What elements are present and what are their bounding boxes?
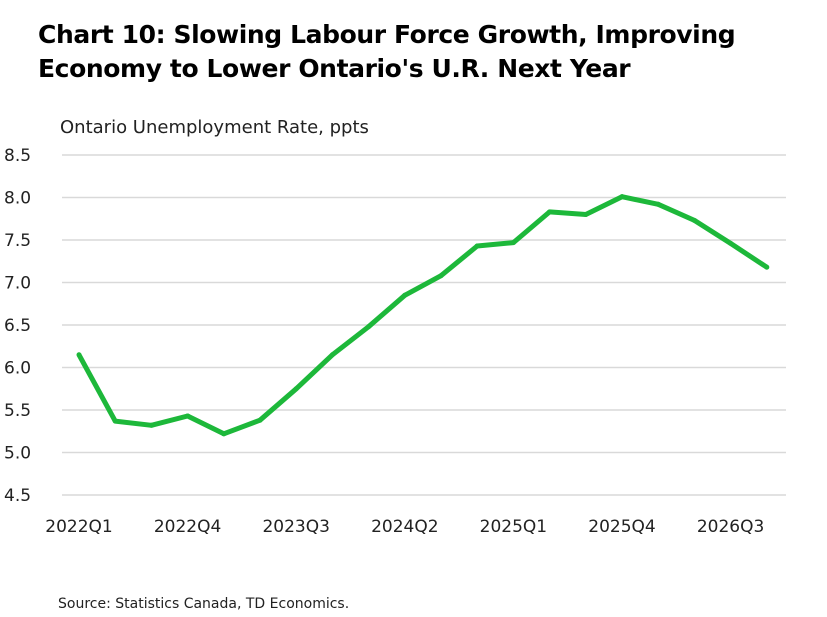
x-tick-label: 2022Q1 xyxy=(45,517,112,537)
data-point xyxy=(583,212,589,217)
x-tick-label: 2025Q4 xyxy=(588,517,655,537)
data-point xyxy=(764,264,770,270)
source-note: Source: Statistics Canada, TD Economics. xyxy=(58,596,350,612)
data-point xyxy=(474,243,480,249)
data-point xyxy=(185,413,191,419)
gridlines xyxy=(62,154,786,496)
data-point xyxy=(438,273,444,279)
y-tick-label: 6.5 xyxy=(4,316,31,336)
data-point xyxy=(619,194,625,200)
series-line xyxy=(76,194,769,437)
y-tick-label: 7.0 xyxy=(4,274,31,294)
x-tick-label: 2022Q4 xyxy=(154,517,221,537)
y-axis-ticks: 4.5 5.0 5.5 6.0 6.5 7.0 7.5 8.0 8.5 xyxy=(4,146,31,506)
chart-title-line-1: Chart 10: Slowing Labour Force Growth, I… xyxy=(38,20,736,49)
data-point xyxy=(293,386,299,392)
data-point xyxy=(547,209,553,215)
data-point xyxy=(728,240,734,246)
x-tick-label: 2023Q3 xyxy=(262,517,329,537)
data-point xyxy=(366,324,372,330)
y-axis-label: Ontario Unemployment Rate, ppts xyxy=(60,117,369,138)
data-point xyxy=(691,217,697,223)
data-point xyxy=(402,292,408,298)
data-point xyxy=(655,201,661,207)
data-point xyxy=(76,352,82,358)
series-lines xyxy=(76,194,770,437)
y-tick-label: 8.5 xyxy=(4,146,31,166)
y-tick-label: 6.0 xyxy=(4,359,31,379)
chart-title: Chart 10: Slowing Labour Force Growth, I… xyxy=(38,18,798,86)
x-axis-ticks: 2022Q1 2022Q4 2023Q3 2024Q2 2025Q1 2025Q4 2026… xyxy=(45,517,764,537)
x-tick-label: 2024Q2 xyxy=(371,517,438,537)
y-tick-label: 8.0 xyxy=(4,189,31,209)
x-tick-label: 2025Q1 xyxy=(480,517,547,537)
data-point xyxy=(257,417,263,423)
x-tick-label: 2026Q3 xyxy=(697,517,764,537)
y-tick-label: 7.5 xyxy=(4,231,31,251)
chart-title-line-2: Economy to Lower Ontario's U.R. Next Yea… xyxy=(38,54,631,83)
data-point xyxy=(112,418,118,424)
data-point xyxy=(510,240,516,246)
y-tick-label: 5.5 xyxy=(4,401,31,421)
y-tick-label: 5.0 xyxy=(4,444,31,464)
data-point xyxy=(329,352,335,358)
data-point xyxy=(148,422,154,428)
y-tick-label: 4.5 xyxy=(4,486,31,506)
data-point xyxy=(221,431,227,437)
